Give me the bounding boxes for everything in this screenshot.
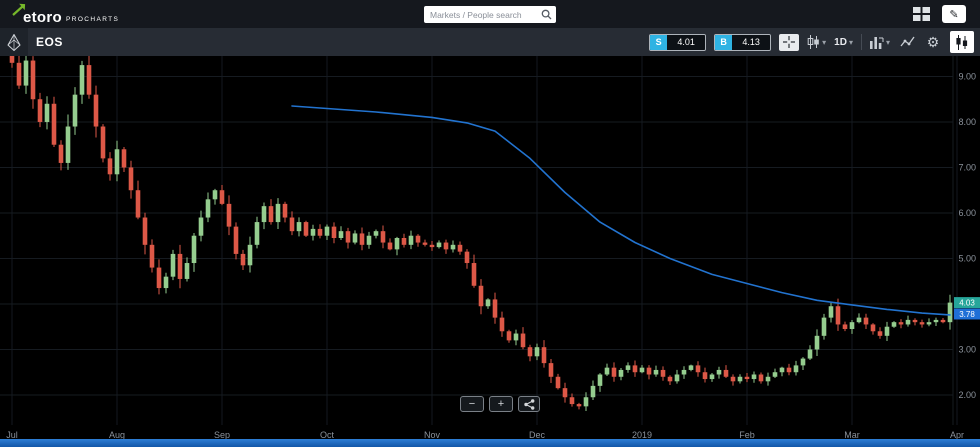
svg-text:Apr: Apr [950, 430, 964, 440]
buy-button[interactable]: B 4.13 [714, 33, 772, 51]
svg-text:3.78: 3.78 [959, 310, 975, 319]
search-input[interactable] [430, 9, 541, 20]
svg-text:2.00: 2.00 [958, 390, 976, 400]
svg-text:Mar: Mar [844, 430, 860, 440]
zoom-in-button[interactable]: + [489, 396, 513, 412]
buy-price: 4.13 [732, 34, 771, 50]
indicators-button[interactable]: ▾ [869, 33, 890, 51]
symbol-icon-box [0, 28, 28, 56]
zoom-out-button[interactable]: − [460, 396, 484, 412]
sell-button[interactable]: S 4.01 [649, 33, 707, 51]
search-box[interactable] [424, 6, 556, 23]
share-button[interactable] [518, 396, 540, 412]
svg-text:7.00: 7.00 [958, 162, 976, 172]
svg-text:2019: 2019 [632, 430, 652, 440]
svg-text:9.00: 9.00 [958, 71, 976, 81]
svg-text:Sep: Sep [214, 430, 230, 440]
price-chart[interactable]: Jul Aug Sep Oct Nov Dec 2019 Feb Mar Apr 2.00 3.00 4… [0, 56, 980, 447]
bottom-accent-bar [0, 439, 980, 447]
chevron-down-icon: ▾ [822, 37, 827, 47]
svg-text:Oct: Oct [320, 430, 335, 440]
share-icon [523, 398, 534, 410]
crosshair-icon [783, 36, 796, 48]
draw-pencil-button[interactable]: ✎ [942, 5, 966, 23]
procharts-label: PROCHARTS [66, 16, 120, 23]
svg-text:Feb: Feb [739, 430, 755, 440]
chevron-down-icon: ▾ [848, 37, 853, 47]
interval-label: 1D [834, 36, 847, 48]
svg-text:4.03: 4.03 [959, 299, 975, 308]
pencil-icon: ✎ [949, 8, 959, 21]
search-icon [541, 9, 552, 20]
etoro-logo[interactable]: etoro PROCHARTS [12, 3, 119, 25]
svg-text:Nov: Nov [424, 430, 441, 440]
svg-text:Jul: Jul [6, 430, 18, 440]
layouts-grid-icon[interactable] [913, 7, 930, 21]
interval-selector[interactable]: 1D ▾ [834, 33, 853, 51]
top-navigation-bar: etoro PROCHARTS ✎ [0, 0, 980, 28]
chart-region: Jul Aug Sep Oct Nov Dec 2019 Feb Mar Apr 2.00 3.00 4… [0, 56, 980, 447]
popout-chart-button[interactable] [950, 31, 974, 53]
svg-text:Dec: Dec [529, 430, 546, 440]
gear-icon: ⚙ [926, 34, 940, 50]
symbol-title: EOS [36, 35, 63, 49]
chart-type-selector[interactable]: ▾ [807, 33, 826, 51]
indicators-icon [869, 36, 884, 49]
svg-text:3.00: 3.00 [958, 344, 976, 354]
svg-text:5.00: 5.00 [958, 253, 976, 263]
crosshair-tool-button[interactable] [779, 33, 800, 51]
toolbar-divider [860, 34, 862, 50]
topbar-actions: ✎ [913, 5, 966, 23]
svg-text:Aug: Aug [109, 430, 125, 440]
zoom-controls: − + [460, 396, 540, 412]
compare-button[interactable] [898, 33, 916, 51]
settings-button[interactable]: ⚙ [924, 33, 942, 51]
etoro-logo-text: etoro [23, 9, 62, 26]
chevron-down-icon: ▾ [885, 37, 890, 47]
etoro-arrow-icon [12, 3, 26, 16]
candlestick-type-icon [807, 35, 819, 49]
toolbar-actions: S 4.01 B 4.13 ▾ [649, 31, 974, 53]
svg-text:8.00: 8.00 [958, 117, 976, 127]
sell-price: 4.01 [667, 34, 706, 50]
instrument-toolbar: EOS S 4.01 B 4.13 [0, 28, 980, 56]
sell-label: S [650, 34, 668, 50]
compare-line-icon [899, 36, 915, 47]
eos-icon [7, 33, 21, 51]
svg-text:6.00: 6.00 [958, 208, 976, 218]
mini-candles-icon [956, 34, 968, 50]
buy-label: B [715, 34, 733, 50]
